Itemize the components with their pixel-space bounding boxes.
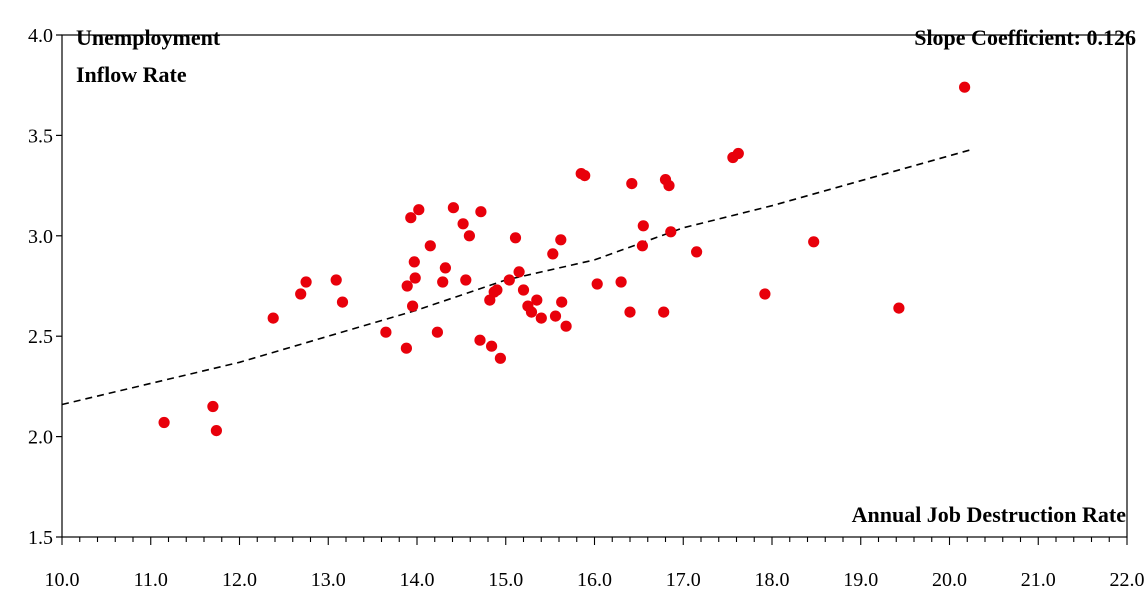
tick-labels: 1.5 2.0 2.5 3.0 3.5 4.0 10.0 11.0 12.0 13.0 14.0 15…	[28, 25, 1145, 591]
x-tick-label: 16.0	[577, 569, 612, 591]
data-point	[210, 425, 222, 437]
data-point	[409, 272, 421, 284]
x-tick-label: 13.0	[311, 569, 346, 591]
y-tick-label: 3.5	[28, 125, 53, 147]
trend-line	[61, 148, 972, 406]
slope-annotation: Slope Coefficient: 0.126	[914, 25, 1136, 50]
data-point	[439, 262, 451, 274]
data-point	[380, 326, 392, 338]
data-point	[556, 296, 568, 308]
data-point	[336, 296, 349, 308]
data-point	[591, 278, 603, 290]
data-point	[808, 236, 820, 248]
data-point	[509, 232, 522, 244]
trend-line-group	[61, 148, 972, 406]
data-point	[663, 180, 675, 192]
data-point	[300, 276, 312, 288]
data-point	[405, 212, 417, 224]
data-point	[665, 226, 677, 238]
x-tick-label: 21.0	[1021, 569, 1056, 591]
x-tick-label: 18.0	[755, 569, 790, 591]
data-point	[158, 416, 170, 429]
y-tick-label: 4.0	[28, 25, 53, 47]
x-tick-label: 19.0	[843, 569, 878, 591]
data-point	[560, 320, 572, 332]
data-point	[407, 300, 419, 312]
y-tick-label: 2.5	[28, 326, 53, 348]
data-point	[525, 306, 538, 318]
x-tick-label: 20.0	[932, 569, 967, 591]
x-tick-label: 11.0	[134, 569, 168, 591]
data-point	[431, 326, 443, 338]
data-point	[463, 230, 475, 242]
data-point	[535, 312, 547, 324]
data-point	[207, 400, 219, 413]
points-group	[158, 81, 971, 437]
x-tick-label: 14.0	[400, 569, 435, 591]
y-axis-title-line2: Inflow Rate	[76, 62, 187, 87]
data-point	[437, 276, 449, 288]
data-point	[579, 170, 591, 182]
data-point	[267, 312, 279, 324]
axes	[56, 34, 1128, 545]
x-axis-title: Annual Job Destruction Rate	[852, 502, 1127, 527]
data-point	[408, 256, 420, 268]
x-tick-label: 22.0	[1110, 569, 1145, 591]
data-point	[491, 284, 503, 296]
data-point	[424, 240, 436, 252]
data-point	[626, 178, 638, 190]
data-point	[624, 306, 636, 318]
data-point	[547, 248, 559, 260]
data-point	[474, 334, 486, 346]
data-point	[486, 340, 498, 352]
y-tick-label: 2.0	[28, 427, 53, 449]
data-point	[555, 234, 567, 246]
data-point	[401, 280, 413, 292]
data-point	[959, 81, 971, 93]
data-point	[494, 352, 506, 364]
data-point	[475, 206, 487, 218]
data-point	[658, 306, 670, 318]
data-point	[691, 246, 703, 258]
data-point	[460, 274, 472, 286]
data-point	[447, 202, 459, 214]
data-point	[636, 240, 649, 252]
data-point	[759, 288, 771, 300]
data-point	[503, 274, 515, 286]
x-tick-label: 10.0	[45, 569, 80, 591]
data-point	[517, 284, 530, 296]
x-tick-label: 12.0	[222, 569, 257, 591]
y-axis-title-line1: Unemployment	[76, 25, 221, 50]
data-point	[513, 266, 525, 278]
data-point	[457, 218, 469, 230]
data-point	[330, 274, 342, 286]
data-point	[893, 302, 905, 314]
data-point	[531, 294, 543, 306]
data-point	[549, 310, 562, 322]
data-point	[413, 204, 425, 216]
data-point	[732, 147, 744, 160]
data-point	[615, 276, 627, 288]
x-tick-label: 15.0	[488, 569, 523, 591]
y-tick-label: 3.0	[28, 226, 53, 248]
data-point	[400, 342, 412, 354]
y-tick-label: 1.5	[28, 527, 53, 549]
x-tick-label: 17.0	[666, 569, 701, 591]
data-point	[637, 220, 649, 232]
data-point	[295, 288, 307, 300]
